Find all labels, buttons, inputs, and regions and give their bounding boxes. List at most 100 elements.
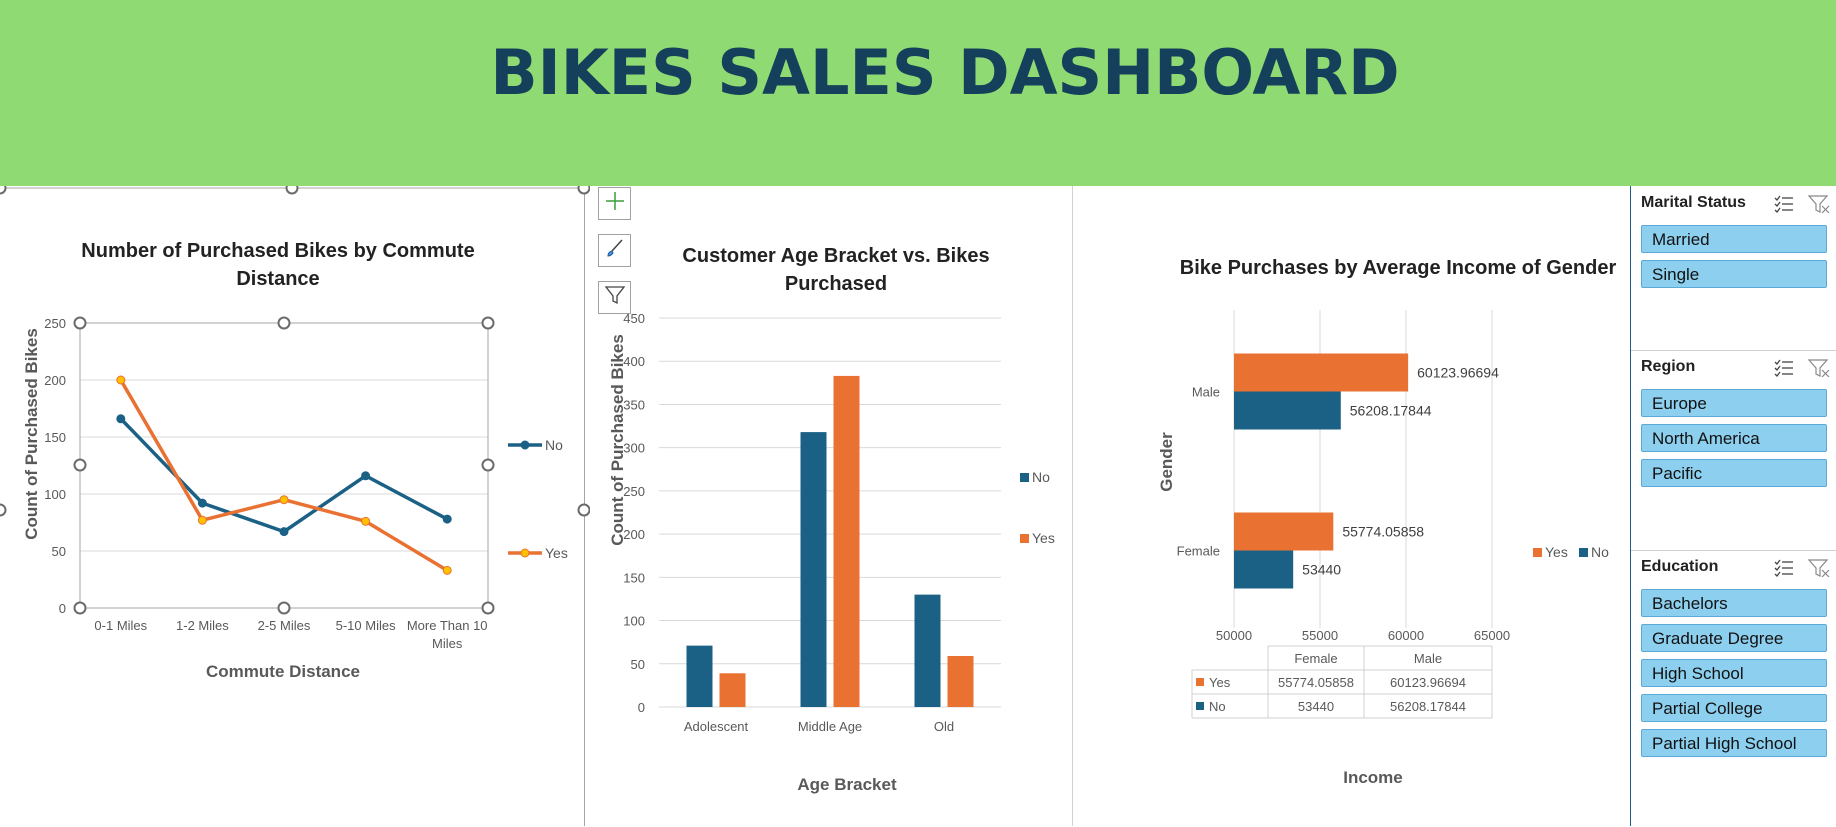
table-legend-key: [1196, 678, 1204, 686]
y-tick-label: 0: [59, 601, 66, 616]
slicer-item-partial-college[interactable]: Partial College: [1641, 694, 1827, 722]
slicer-item-pacific[interactable]: Pacific: [1641, 459, 1827, 487]
x-tick-label: 2-5 Miles: [258, 618, 311, 633]
x-tick-label: Middle Age: [798, 719, 862, 734]
legend-label: Yes: [1545, 544, 1568, 560]
resize-handle[interactable]: [73, 458, 87, 472]
clear-filter-icon[interactable]: [1807, 359, 1830, 382]
resize-handle[interactable]: [73, 601, 87, 615]
bar-yes: [1234, 512, 1334, 551]
multi-select-icon[interactable]: [1774, 195, 1794, 218]
slicer-item-graduate-degree[interactable]: Graduate Degree: [1641, 624, 1827, 652]
plus-icon: [604, 190, 626, 217]
chart-title-line1: Number of Purchased Bikes by Commute: [81, 240, 474, 262]
divider: [1072, 186, 1073, 826]
y-tick-label: 150: [44, 430, 66, 445]
legend-marker: [520, 440, 530, 450]
x-tick-label: 5-10 Miles: [336, 618, 396, 633]
slicer-item-married[interactable]: Married: [1641, 225, 1827, 253]
resize-handle[interactable]: [277, 316, 291, 330]
table-legend-key: [1196, 702, 1204, 710]
resize-handle[interactable]: [0, 186, 7, 195]
multi-select-icon[interactable]: [1774, 559, 1794, 582]
legend-marker: [520, 548, 530, 558]
resize-handle[interactable]: [481, 316, 495, 330]
bar-no: [686, 645, 713, 707]
resize-handle[interactable]: [73, 316, 87, 330]
legend-label: Yes: [1032, 530, 1055, 546]
chart-elements-button[interactable]: [598, 187, 631, 220]
data-point: [279, 495, 289, 505]
x-axis-title: Commute Distance: [206, 662, 360, 681]
slicer-item-north-america[interactable]: North America: [1641, 424, 1827, 452]
x-tick-label: 1-2 Miles: [176, 618, 229, 633]
y-tick-label: Female: [1177, 544, 1220, 559]
income-gender-bar-chart[interactable]: Bike Purchases by Average Income of Gend…: [1074, 186, 1630, 826]
x-tick-label: Adolescent: [684, 719, 749, 734]
slicer-item-bachelors[interactable]: Bachelors: [1641, 589, 1827, 617]
data-point: [116, 375, 126, 385]
y-tick-label: 100: [623, 614, 645, 629]
slicer-region[interactable]: Region Europe North America Pacific: [1631, 350, 1836, 549]
resize-handle[interactable]: [277, 601, 291, 615]
table-row-label: Yes: [1209, 675, 1231, 690]
chart-styles-button[interactable]: [598, 234, 631, 267]
data-label: 60123.96694: [1417, 365, 1499, 381]
chart-filters-button[interactable]: [598, 281, 631, 314]
x-tick-label: 60000: [1388, 628, 1424, 643]
y-tick-label: 350: [623, 397, 645, 412]
data-point: [361, 471, 371, 481]
age-bracket-column-chart[interactable]: Customer Age Bracket vs. Bikes Purchased…: [586, 186, 1070, 826]
clear-filter-icon[interactable]: [1807, 559, 1830, 582]
resize-handle[interactable]: [481, 601, 495, 615]
slicer-title: Education: [1641, 558, 1719, 575]
x-tick-label: 65000: [1474, 628, 1510, 643]
data-point: [197, 498, 207, 508]
divider: [1630, 186, 1631, 826]
legend-label: Yes: [545, 545, 568, 561]
legend-marker: [1533, 548, 1542, 557]
bar-yes: [719, 673, 746, 707]
data-point: [442, 514, 452, 524]
slicer-item-single[interactable]: Single: [1641, 260, 1827, 288]
resize-handle[interactable]: [285, 186, 299, 195]
resize-handle[interactable]: [0, 503, 7, 517]
slicer-item-partial-high-school[interactable]: Partial High School: [1641, 729, 1827, 757]
y-tick-label: 250: [623, 484, 645, 499]
slicer-marital-status[interactable]: Marital Status Married Single: [1631, 187, 1836, 349]
legend-marker: [1579, 548, 1588, 557]
bar-yes: [1234, 353, 1409, 392]
resize-handle[interactable]: [577, 186, 590, 195]
slicer-education[interactable]: Education Bachelors Graduate Degree High Sc…: [1631, 550, 1836, 827]
legend-marker: [1020, 473, 1029, 482]
clear-filter-icon[interactable]: [1807, 195, 1830, 218]
resize-handle[interactable]: [481, 458, 495, 472]
x-axis-title: Age Bracket: [797, 775, 897, 794]
bar-no: [1234, 550, 1294, 589]
slicer-item-europe[interactable]: Europe: [1641, 389, 1827, 417]
brush-icon: [604, 237, 626, 264]
x-tick-label: 50000: [1216, 628, 1252, 643]
y-axis-title: Count of Purchased Bikes: [22, 328, 41, 540]
slicer-item-high-school[interactable]: High School: [1641, 659, 1827, 687]
bar-no: [1234, 391, 1341, 430]
data-label: 56208.17844: [1350, 403, 1432, 419]
multi-select-icon[interactable]: [1774, 359, 1794, 382]
table-row-label: No: [1209, 699, 1226, 714]
y-tick-label: 50: [631, 657, 645, 672]
y-tick-label: 450: [623, 311, 645, 326]
chart-title-line2: Distance: [236, 268, 319, 290]
y-tick-label: 200: [623, 527, 645, 542]
x-tick-label: 55000: [1302, 628, 1338, 643]
data-point: [442, 565, 452, 575]
resize-handle[interactable]: [577, 503, 590, 517]
y-tick-label: 50: [52, 544, 66, 559]
slicer-title: Region: [1641, 358, 1696, 375]
commute-distance-line-chart[interactable]: Number of Purchased Bikes by Commute Dis…: [0, 186, 590, 826]
y-tick-label: 100: [44, 487, 66, 502]
data-label: 55774.05858: [1342, 524, 1424, 540]
bar-no: [914, 594, 941, 707]
y-tick-label: 200: [44, 373, 66, 388]
y-tick-label: Male: [1192, 385, 1220, 400]
y-tick-label: 300: [623, 441, 645, 456]
